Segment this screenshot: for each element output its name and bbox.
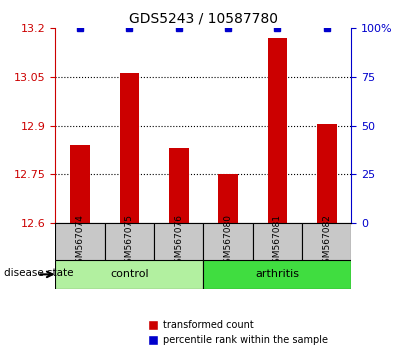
FancyBboxPatch shape (203, 223, 253, 260)
Text: arthritis: arthritis (255, 269, 300, 279)
Bar (317, 124, 337, 223)
FancyBboxPatch shape (203, 260, 351, 289)
FancyBboxPatch shape (253, 223, 302, 260)
Text: GSM567080: GSM567080 (224, 214, 233, 269)
Bar (70, 145, 90, 223)
FancyBboxPatch shape (154, 223, 203, 260)
Text: GSM567075: GSM567075 (125, 214, 134, 269)
FancyBboxPatch shape (55, 223, 105, 260)
Text: GSM567076: GSM567076 (174, 214, 183, 269)
Bar (218, 174, 238, 223)
FancyBboxPatch shape (105, 223, 154, 260)
FancyBboxPatch shape (302, 223, 351, 260)
Bar (169, 148, 189, 223)
Bar (268, 38, 287, 223)
FancyBboxPatch shape (55, 260, 203, 289)
Text: control: control (110, 269, 149, 279)
Text: disease state: disease state (4, 268, 74, 278)
Text: GSM567082: GSM567082 (322, 214, 331, 269)
Legend: transformed count, percentile rank within the sample: transformed count, percentile rank withi… (145, 316, 332, 349)
Text: GSM567081: GSM567081 (273, 214, 282, 269)
Title: GDS5243 / 10587780: GDS5243 / 10587780 (129, 12, 278, 26)
Text: GSM567074: GSM567074 (76, 214, 85, 269)
Bar (120, 73, 139, 223)
